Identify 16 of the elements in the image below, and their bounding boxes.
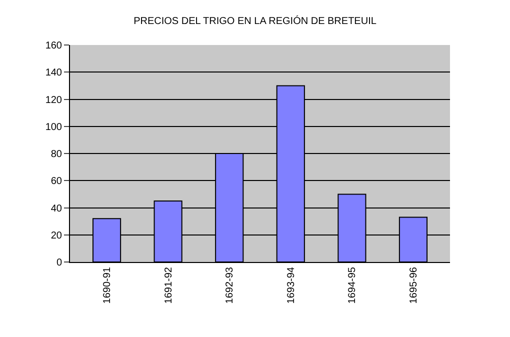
- x-tick-label: 1694-95: [347, 266, 358, 304]
- x-tick-label: 1695-96: [408, 266, 420, 304]
- chart-title: PRECIOS DEL TRIGO EN LA REGIÓN DE BRETEUIL: [134, 14, 377, 27]
- x-tick-label: 1693-94: [286, 266, 297, 304]
- x-tick-label: 1691-92: [163, 266, 174, 304]
- y-tick-label: 120: [45, 94, 62, 106]
- y-tick-label: 60: [50, 176, 62, 188]
- y-tick-label: 20: [50, 230, 62, 242]
- x-tick-label: 1690-91: [102, 266, 114, 304]
- y-tick-label: 80: [50, 149, 62, 160]
- y-tick-label: 160: [45, 40, 62, 52]
- y-tick-label: 100: [45, 122, 62, 133]
- y-tick-label: 0: [56, 258, 62, 268]
- x-tick-label: 1692-93: [224, 266, 236, 304]
- y-tick-label: 40: [50, 203, 62, 214]
- y-tick-label: 140: [45, 68, 62, 79]
